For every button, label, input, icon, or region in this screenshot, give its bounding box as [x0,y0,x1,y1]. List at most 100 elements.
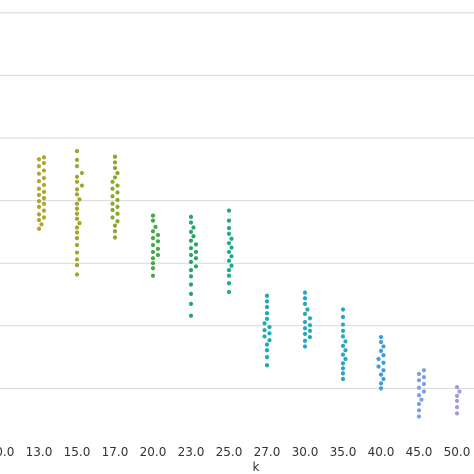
data-point [115,219,120,224]
data-point [454,385,460,390]
data-point [226,281,232,286]
data-point [226,241,232,246]
data-point [226,249,232,255]
data-point [110,201,115,206]
data-point [457,389,462,394]
data-point [421,368,427,373]
data-point [340,366,346,371]
data-point [421,381,427,387]
data-point [381,376,386,382]
data-point [188,246,194,251]
data-point [188,229,194,234]
data-point [77,197,82,202]
data-point [150,266,156,271]
data-point [115,183,120,188]
data-point [378,381,384,386]
data-point [74,230,80,235]
data-point [340,361,346,366]
data-point [74,174,80,179]
data-point [188,220,194,225]
data-point [454,405,460,410]
x-axis-label: k [253,460,260,474]
data-point [74,206,80,211]
data-point [302,311,308,317]
data-point [112,165,118,171]
data-point [115,204,120,209]
x-tick-label: 40.0 [368,445,395,459]
data-point [381,344,386,349]
x-tick-label: 50.0 [444,445,471,459]
data-point [378,372,384,377]
data-point [264,348,270,353]
data-point [226,273,232,278]
data-point [454,393,460,399]
data-point [454,398,460,404]
data-point [191,225,196,230]
data-point [110,186,115,191]
data-point [155,252,161,258]
data-point [307,328,313,333]
data-point [153,224,158,229]
data-point [302,301,308,306]
data-point [150,213,156,218]
data-point [343,356,348,362]
data-point [41,189,47,194]
data-point [112,175,118,180]
data-point [36,192,42,198]
data-point [188,238,194,243]
data-point [112,235,118,240]
x-tick-label: 20.0 [140,445,167,459]
data-point [229,236,234,241]
data-point [115,170,120,176]
data-point [226,267,232,273]
data-point [378,339,384,345]
data-point [302,296,308,301]
data-point [74,187,80,192]
data-point [340,322,346,327]
data-point [74,149,80,154]
data-point [262,334,267,339]
data-point [74,257,80,262]
data-point [264,342,270,347]
x-tick-label: 23.0 [178,445,205,459]
data-point [340,314,346,320]
data-point [74,179,80,184]
data-point [378,386,384,391]
data-point [416,393,422,398]
data-point [305,307,310,312]
data-point [110,179,115,184]
data-point [36,217,42,223]
data-point [112,160,118,165]
data-point [226,258,232,263]
data-point [262,328,267,333]
data-point [343,348,348,353]
data-point [150,229,156,234]
data-point [41,175,47,181]
data-point [112,223,118,228]
data-point [112,229,118,234]
data-point [378,348,384,353]
data-point [340,376,346,382]
data-point [74,236,80,241]
data-point [302,326,308,331]
data-point [264,363,270,368]
data-point [41,182,47,188]
data-point [36,157,42,162]
data-point [416,414,422,419]
x-tick-label: 25.0 [216,445,243,459]
data-point [416,408,422,413]
data-point [267,338,272,343]
data-point [74,262,80,268]
data-point [41,168,47,173]
data-point [74,157,80,163]
data-point [340,328,346,333]
data-point [36,226,42,231]
data-point [416,371,422,377]
data-point [112,154,118,159]
data-point [79,170,85,176]
data-point [340,352,346,357]
data-point [74,211,80,216]
data-point [188,214,194,219]
data-point [150,249,156,255]
data-point [421,389,427,394]
